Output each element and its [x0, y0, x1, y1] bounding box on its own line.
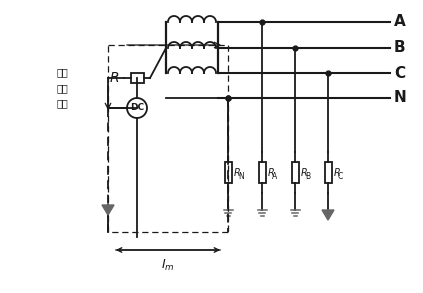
- Bar: [291, 162, 299, 183]
- Text: N: N: [394, 91, 407, 105]
- Text: $R$: $R$: [233, 166, 241, 178]
- Text: $R$: $R$: [109, 71, 119, 85]
- Bar: [258, 162, 266, 183]
- Text: 绝缘
监测
装置: 绝缘 监测 装置: [56, 67, 68, 109]
- Text: $R$: $R$: [300, 166, 308, 178]
- Polygon shape: [322, 210, 334, 220]
- Text: $R$: $R$: [267, 166, 275, 178]
- Text: $R$: $R$: [333, 166, 341, 178]
- Text: C: C: [394, 66, 405, 81]
- Bar: [225, 162, 231, 183]
- Text: A: A: [272, 172, 277, 181]
- Text: A: A: [394, 14, 406, 30]
- Text: DC: DC: [130, 103, 144, 113]
- Polygon shape: [102, 205, 114, 215]
- Text: B: B: [305, 172, 310, 181]
- Text: $I_m$: $I_m$: [161, 258, 175, 273]
- Text: C: C: [338, 172, 343, 181]
- Text: B: B: [394, 40, 406, 55]
- Text: N: N: [238, 172, 244, 181]
- Bar: [324, 162, 332, 183]
- Bar: [131, 73, 143, 83]
